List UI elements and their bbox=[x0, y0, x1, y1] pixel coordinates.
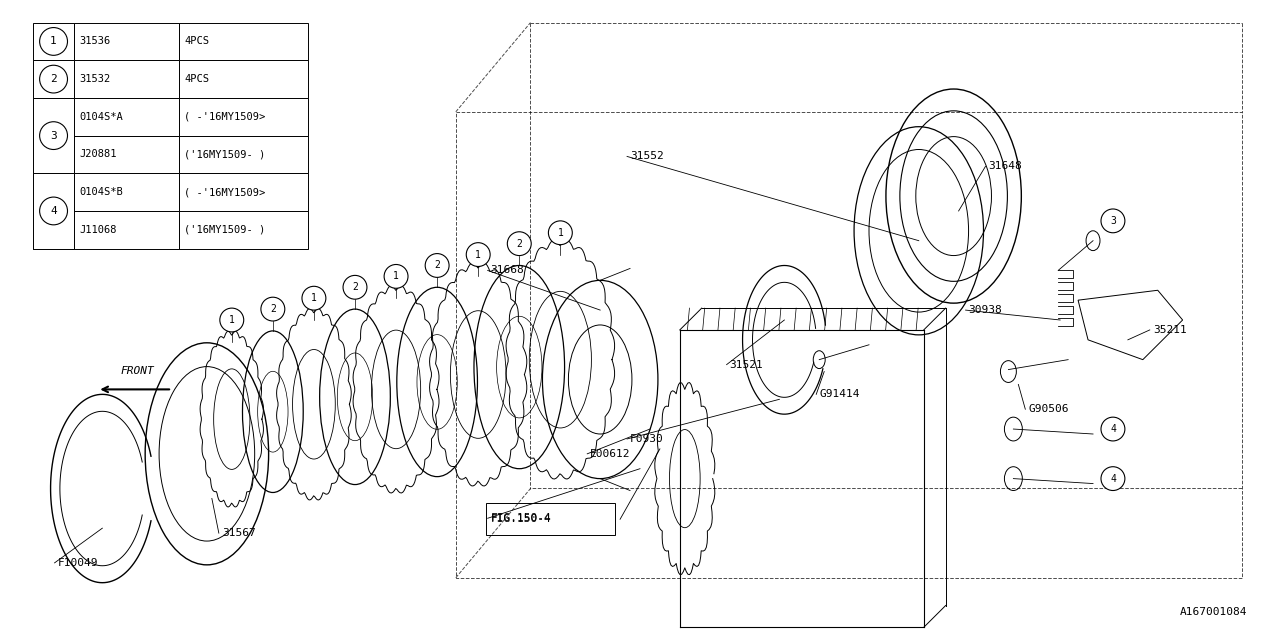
Bar bbox=[179, 211, 308, 248]
Circle shape bbox=[40, 122, 68, 150]
Bar bbox=[179, 136, 308, 173]
Text: 2: 2 bbox=[352, 282, 358, 292]
Text: 3: 3 bbox=[1110, 216, 1116, 226]
Circle shape bbox=[384, 264, 408, 288]
Bar bbox=[74, 136, 179, 173]
Text: 1: 1 bbox=[229, 315, 234, 325]
Text: 35211: 35211 bbox=[1153, 325, 1187, 335]
Bar bbox=[33, 98, 74, 136]
Text: 2: 2 bbox=[50, 74, 56, 84]
Text: 4PCS: 4PCS bbox=[184, 36, 209, 47]
Text: F10049: F10049 bbox=[58, 558, 99, 568]
Text: 31648: 31648 bbox=[988, 161, 1023, 172]
Text: 1: 1 bbox=[557, 228, 563, 238]
Circle shape bbox=[40, 197, 68, 225]
Text: FIG.150-4: FIG.150-4 bbox=[490, 513, 552, 524]
Text: 1: 1 bbox=[311, 293, 317, 303]
Circle shape bbox=[220, 308, 243, 332]
Text: 2: 2 bbox=[270, 304, 275, 314]
Bar bbox=[33, 22, 74, 60]
Text: 1: 1 bbox=[393, 271, 399, 282]
Text: 31536: 31536 bbox=[79, 36, 110, 47]
Circle shape bbox=[548, 221, 572, 244]
Text: J11068: J11068 bbox=[79, 225, 116, 235]
Polygon shape bbox=[1078, 291, 1183, 360]
Text: 2: 2 bbox=[516, 239, 522, 249]
Text: ( -'16MY1509>: ( -'16MY1509> bbox=[184, 112, 265, 122]
Text: 31552: 31552 bbox=[630, 152, 664, 161]
Text: 0104S*A: 0104S*A bbox=[79, 112, 123, 122]
Text: F0930: F0930 bbox=[630, 434, 664, 444]
Circle shape bbox=[261, 297, 284, 321]
Text: 31532: 31532 bbox=[79, 74, 110, 84]
Bar bbox=[74, 98, 179, 136]
Circle shape bbox=[40, 28, 68, 55]
Text: 31668: 31668 bbox=[490, 266, 525, 275]
Bar bbox=[33, 173, 74, 248]
Bar bbox=[179, 60, 308, 98]
Circle shape bbox=[40, 65, 68, 93]
Text: 31521: 31521 bbox=[730, 360, 763, 370]
Circle shape bbox=[466, 243, 490, 266]
Bar bbox=[179, 98, 308, 136]
Circle shape bbox=[1101, 417, 1125, 441]
Text: A167001084: A167001084 bbox=[1180, 607, 1247, 618]
Circle shape bbox=[1101, 209, 1125, 233]
Bar bbox=[74, 211, 179, 248]
Text: G90506: G90506 bbox=[1028, 404, 1069, 414]
Bar bbox=[33, 211, 74, 248]
Text: J20881: J20881 bbox=[79, 150, 116, 159]
Circle shape bbox=[425, 253, 449, 277]
Text: ('16MY1509- ): ('16MY1509- ) bbox=[184, 225, 265, 235]
Text: ('16MY1509- ): ('16MY1509- ) bbox=[184, 150, 265, 159]
Bar bbox=[33, 173, 74, 211]
Bar bbox=[179, 173, 308, 211]
Text: 1: 1 bbox=[50, 36, 56, 47]
Text: 4: 4 bbox=[1110, 424, 1116, 434]
Bar bbox=[33, 136, 74, 173]
Bar bbox=[74, 22, 179, 60]
Text: 4: 4 bbox=[1110, 474, 1116, 484]
Text: 31567: 31567 bbox=[221, 528, 256, 538]
Text: 4: 4 bbox=[50, 206, 56, 216]
Bar bbox=[74, 173, 179, 211]
Text: 4PCS: 4PCS bbox=[184, 74, 209, 84]
Bar bbox=[485, 504, 616, 535]
Bar bbox=[74, 60, 179, 98]
Text: 0104S*B: 0104S*B bbox=[79, 187, 123, 197]
Text: 30938: 30938 bbox=[969, 305, 1002, 315]
Text: FRONT: FRONT bbox=[120, 365, 154, 376]
Circle shape bbox=[1101, 467, 1125, 490]
Text: 1: 1 bbox=[475, 250, 481, 260]
Text: 2: 2 bbox=[434, 260, 440, 271]
Circle shape bbox=[343, 275, 367, 299]
Text: E00612: E00612 bbox=[590, 449, 631, 459]
Text: G91414: G91414 bbox=[819, 389, 860, 399]
Text: FIG.150-4: FIG.150-4 bbox=[490, 515, 552, 524]
Bar bbox=[179, 22, 308, 60]
Bar bbox=[33, 60, 74, 98]
Bar bbox=[33, 98, 74, 173]
Circle shape bbox=[302, 286, 326, 310]
Text: ( -'16MY1509>: ( -'16MY1509> bbox=[184, 187, 265, 197]
Circle shape bbox=[507, 232, 531, 255]
Text: 3: 3 bbox=[50, 131, 56, 141]
